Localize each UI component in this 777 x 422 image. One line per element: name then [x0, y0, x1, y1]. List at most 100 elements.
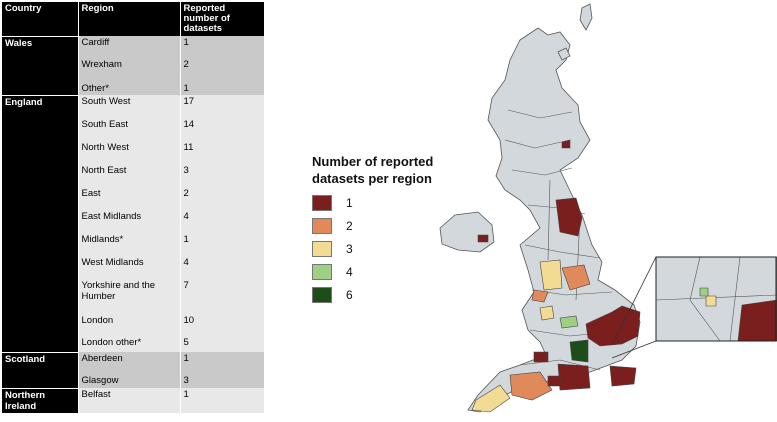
- region-cell: Glasgow: [78, 374, 181, 388]
- legend-item-1: 1: [312, 195, 472, 211]
- table-header-row: Country Region Reported number of datase…: [2, 2, 265, 36]
- count-cell: 4: [180, 256, 264, 279]
- country-cell-wales: Wales: [2, 35, 79, 95]
- region-oxford: [569, 339, 589, 363]
- region-inset-small-a: [705, 295, 717, 307]
- legend-swatch: [312, 264, 332, 280]
- count-cell: 2: [180, 187, 264, 210]
- region-cell: North West: [78, 141, 181, 164]
- country-cell-northern-ireland: Northern Ireland: [2, 387, 79, 413]
- table-row: Glasgow 3: [2, 374, 264, 388]
- region-south-a: [557, 363, 591, 391]
- region-north-west-b: [531, 289, 549, 303]
- region-cell: London other*: [78, 336, 181, 352]
- table-row: Northern Ireland Belfast 1: [2, 387, 264, 413]
- table-row: Wales Cardiff 1: [2, 35, 264, 95]
- table-row: North East 3: [2, 164, 264, 187]
- table-row: Other* 1: [2, 82, 264, 95]
- region-south-west-b: [471, 384, 511, 413]
- region-inset-highlight: [737, 299, 777, 342]
- region-cell: Yorkshire and the Humber: [78, 279, 181, 314]
- legend-title: Number of reported datasets per region: [312, 154, 434, 186]
- count-cell: 2: [180, 58, 264, 82]
- northern-ireland-outline: [439, 211, 495, 253]
- legend-label: 4: [346, 265, 353, 279]
- region-cell: Belfast: [78, 388, 181, 413]
- region-wales-wrexham: [547, 375, 561, 387]
- count-cell: 1: [180, 36, 264, 58]
- great-britain-outline: [467, 27, 641, 413]
- legend-item-5: 6: [312, 287, 472, 303]
- region-cell: Midlands*: [78, 233, 181, 256]
- region-south-west-a: [509, 371, 553, 401]
- table-row: London 10: [2, 314, 264, 336]
- region-cell: East: [78, 187, 181, 210]
- orkney-outline: [557, 47, 571, 61]
- region-cell: East Midlands: [78, 210, 181, 233]
- region-yorkshire: [561, 264, 591, 291]
- region-wales-cardiff: [533, 351, 549, 363]
- region-inset-small-b: [699, 287, 709, 297]
- header-country: Country: [2, 2, 79, 36]
- region-south-b: [609, 365, 637, 387]
- count-cell: 3: [180, 164, 264, 187]
- count-cell: 3: [180, 374, 264, 388]
- legend-label: 6: [346, 288, 353, 302]
- legend-label: 2: [346, 219, 353, 233]
- uk-map: [439, 3, 777, 413]
- table-row: London other* 5: [2, 336, 264, 352]
- region-cell: South West: [78, 95, 181, 118]
- region-cell: Cardiff: [78, 36, 181, 58]
- table-row: West Midlands 4: [2, 256, 264, 279]
- count-cell: 7: [180, 279, 264, 314]
- map-legend: Number of reported datasets per region 1…: [312, 153, 472, 310]
- count-cell: 1: [180, 82, 264, 95]
- count-cell: 1: [180, 352, 264, 374]
- region-cell: Aberdeen: [78, 352, 181, 374]
- region-north-west-a: [539, 259, 563, 291]
- count-cell: 17: [180, 95, 264, 118]
- table-row: Wrexham 2: [2, 58, 264, 82]
- count-cell: 1: [180, 388, 264, 413]
- region-aberdeen: [561, 139, 571, 149]
- table-row: East Midlands 4: [2, 210, 264, 233]
- table-row: Yorkshire and the Humber 7: [2, 279, 264, 314]
- count-cell: 1: [180, 233, 264, 256]
- count-cell: 5: [180, 336, 264, 352]
- region-cell: West Midlands: [78, 256, 181, 279]
- shetland-outline: [579, 3, 593, 31]
- datasets-table-container: Country Region Reported number of datase…: [2, 2, 265, 413]
- table-row: South East 14: [2, 118, 264, 141]
- country-cell-scotland: Scotland: [2, 351, 79, 388]
- table-row: England South West 17: [2, 94, 264, 352]
- legend-item-3: 3: [312, 241, 472, 257]
- datasets-table: Country Region Reported number of datase…: [2, 2, 265, 413]
- region-cell: Wrexham: [78, 58, 181, 82]
- legend-label: 1: [346, 196, 353, 210]
- header-count: Reported number of datasets: [180, 2, 265, 36]
- count-cell: 11: [180, 141, 264, 164]
- legend-item-2: 2: [312, 218, 472, 234]
- region-belfast: [477, 234, 489, 243]
- legend-swatch: [312, 218, 332, 234]
- table-row: Midlands* 1: [2, 233, 264, 256]
- region-cell: South East: [78, 118, 181, 141]
- legend-item-4: 4: [312, 264, 472, 280]
- region-cell: Other*: [78, 82, 181, 95]
- count-cell: 10: [180, 314, 264, 336]
- header-region: Region: [78, 2, 181, 36]
- legend-swatch: [312, 241, 332, 257]
- legend-swatch: [312, 287, 332, 303]
- country-cell-england: England: [2, 94, 79, 352]
- region-cell: North East: [78, 164, 181, 187]
- region-north-east: [555, 197, 583, 237]
- region-west-midlands: [539, 305, 555, 321]
- count-cell: 4: [180, 210, 264, 233]
- region-east-midlands: [559, 315, 579, 329]
- inset-callout-lines: [611, 256, 657, 359]
- count-cell: 14: [180, 118, 264, 141]
- table-row: East 2: [2, 187, 264, 210]
- table-row: Scotland Aberdeen 1: [2, 351, 264, 388]
- legend-label: 3: [346, 242, 353, 256]
- legend-swatch: [312, 195, 332, 211]
